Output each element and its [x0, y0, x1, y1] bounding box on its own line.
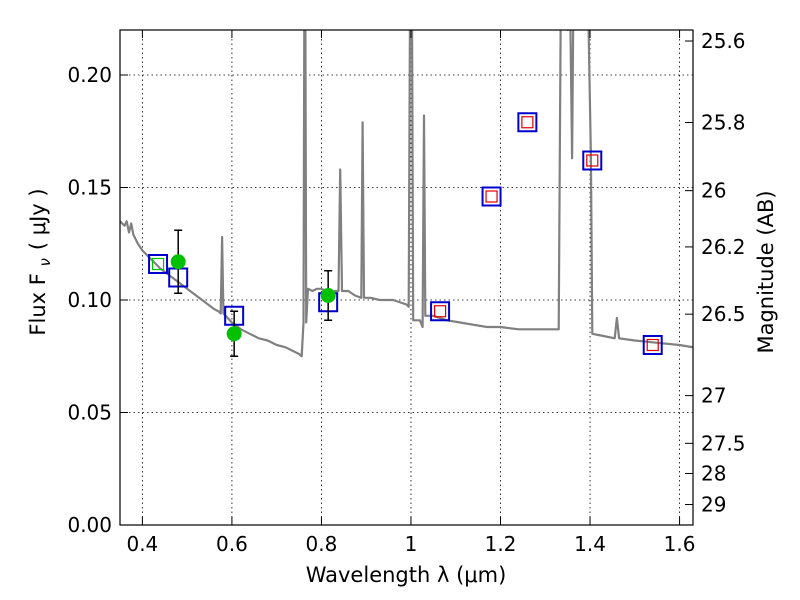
inner-photometry-square: [586, 154, 599, 167]
photometry-layer: [148, 112, 663, 357]
y2-tick-label: 26.5: [701, 302, 746, 326]
spectrum-layer: [120, 30, 693, 358]
x-axis-title: Wavelength λ (μm): [306, 563, 507, 587]
x-tick-label: 1.4: [574, 532, 606, 556]
x-tick-label: 1.6: [664, 532, 696, 556]
model-photometry-square: [642, 335, 663, 355]
x-tick-label: 1: [405, 532, 418, 556]
model-photometry-square: [148, 254, 169, 274]
y-tick-label: 0.10: [67, 288, 112, 312]
y2-tick-label: 27.5: [701, 431, 746, 455]
inner-photometry-square: [485, 190, 498, 203]
observed-photometry-point: [226, 326, 242, 342]
ticks: 0.4 0.6 0.8 1 1.2 1.4 1.6 0.00 0.05 0.10 0.15 0.20 2…: [67, 29, 745, 556]
y-tick-label: 0.00: [67, 513, 112, 537]
spectrum-line: [120, 30, 693, 358]
x-tick-label: 0.4: [126, 532, 158, 556]
y2-axis-title: Magnitude (AB): [754, 190, 778, 353]
model-photometry-square: [517, 112, 538, 133]
y-axis-title-sub: ν: [36, 258, 54, 266]
y2-tick-label: 26.2: [701, 235, 746, 259]
y2-tick-label: 29: [701, 493, 726, 517]
observed-photometry-point: [170, 254, 186, 270]
inner-photometry-square: [646, 338, 659, 352]
plot-frame: [119, 29, 694, 526]
model-photometry-square: [481, 186, 502, 207]
y2-tick-label: 28: [701, 461, 726, 485]
inner-photometry-square: [521, 116, 534, 129]
inner-photometry-square: [151, 257, 165, 271]
x-tick-label: 1.2: [485, 532, 517, 556]
y2-tick-label: 27: [701, 384, 726, 408]
y2-tick-label: 26: [701, 179, 726, 203]
y-axis-title: Flux F ν( μJy ): [26, 188, 54, 335]
y-tick-label: 0.15: [67, 176, 112, 200]
inner-photometry-square: [433, 305, 447, 318]
grid: [120, 30, 693, 526]
y2-tick-label: 25.6: [701, 29, 746, 53]
x-tick-label: 0.6: [216, 532, 248, 556]
model-photometry-square: [430, 301, 451, 322]
model-photometry-square: [582, 150, 603, 171]
y2-tick-label: 25.8: [701, 110, 746, 134]
y-tick-label: 0.20: [67, 63, 112, 87]
y-tick-label: 0.05: [67, 401, 112, 425]
x-tick-label: 0.8: [306, 532, 338, 556]
observed-photometry-point: [320, 288, 336, 303]
